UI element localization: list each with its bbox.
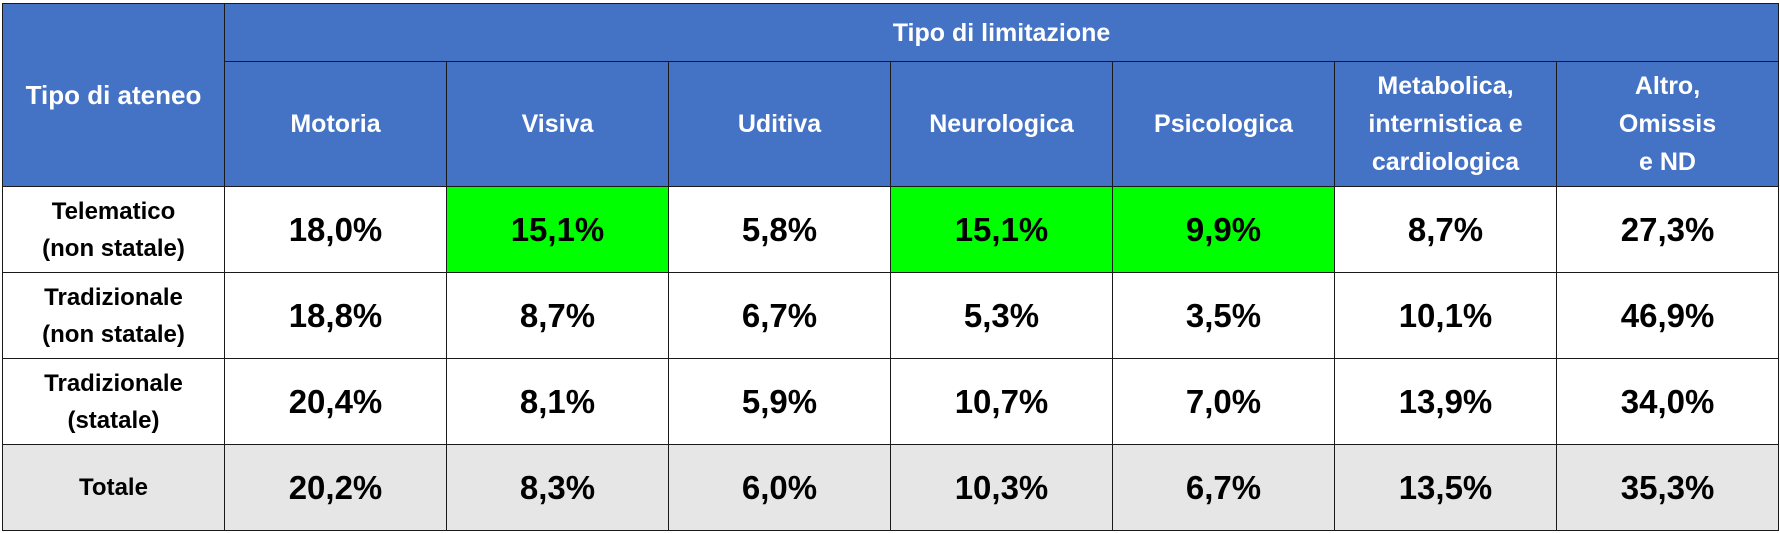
row-header: Tradizionale (statale) [2,358,225,445]
column-header: Neurologica [890,61,1113,187]
row-header-total: Totale [2,444,225,531]
table-cell: 6,0% [668,444,891,531]
table-cell: 18,0% [224,186,447,273]
corner-header-label: Tipo di ateneo [25,80,202,110]
table-cell: 34,0% [1555,358,1780,445]
table-cell: 18,8% [224,272,447,359]
row-header-label: Tradizionale (non statale) [42,283,185,348]
table-cell: 10,1% [1334,272,1557,359]
column-header-label: Neurologica [929,110,1074,138]
table-cell-highlighted: 15,1% [890,186,1113,273]
column-header-label: Metabolica, internistica e cardiologica [1368,72,1523,176]
table-cell: 6,7% [668,272,891,359]
group-header: Tipo di limitazione [223,3,1780,62]
table-cell: 5,3% [890,272,1113,359]
group-header-label: Tipo di limitazione [892,18,1111,47]
row-header-label: Totale [79,474,148,501]
table-cell: 46,9% [1555,272,1780,359]
table-cell: 5,8% [668,186,891,273]
column-header: Altro, Omissis e ND [1555,61,1780,187]
table-row: Telematico (non statale) 18,0% 15,1% 5,8… [2,186,1780,273]
column-header-label: Altro, Omissis e ND [1618,72,1717,176]
total-row: Totale 20,2% 8,3% 6,0% 10,3% 6,7% 13,5% … [2,444,1780,531]
data-table: Tipo di ateneo Tipo di limitazione Motor… [2,3,1780,531]
row-header-label: Telematico (non statale) [42,197,185,262]
table-cell: 20,4% [224,358,447,445]
table-cell: 13,5% [1334,444,1557,531]
table-cell: 10,3% [890,444,1113,531]
column-header-label: Uditiva [737,110,822,138]
column-header: Visiva [446,61,669,187]
column-header-label: Motoria [290,110,381,138]
column-header: Uditiva [668,61,891,187]
table-cell: 3,5% [1112,272,1335,359]
table-cell: 8,1% [446,358,669,445]
table-row: Tradizionale (statale) 20,4% 8,1% 5,9% 1… [2,358,1780,445]
table-cell: 7,0% [1112,358,1335,445]
row-header: Telematico (non statale) [2,186,225,273]
table-cell-highlighted: 15,1% [446,186,669,273]
column-header: Psicologica [1112,61,1335,187]
table-cell: 8,3% [446,444,669,531]
column-header-label: Visiva [521,110,594,138]
column-header-label: Psicologica [1154,110,1293,138]
row-header-label: Tradizionale (statale) [44,369,183,434]
row-header: Tradizionale (non statale) [2,272,225,359]
table-cell: 8,7% [446,272,669,359]
corner-header: Tipo di ateneo [2,3,225,187]
table-cell: 10,7% [890,358,1113,445]
table-cell: 27,3% [1555,186,1780,273]
table-cell: 8,7% [1334,186,1557,273]
column-header: Motoria [224,61,447,187]
table-cell-highlighted: 9,9% [1112,186,1335,273]
table-cell: 35,3% [1555,444,1780,531]
table-cell: 6,7% [1112,444,1335,531]
table-row: Tradizionale (non statale) 18,8% 8,7% 6,… [2,272,1780,359]
table-cell: 5,9% [668,358,891,445]
table-cell: 20,2% [224,444,447,531]
column-header: Metabolica, internistica e cardiologica [1334,61,1557,187]
table-cell: 13,9% [1334,358,1557,445]
